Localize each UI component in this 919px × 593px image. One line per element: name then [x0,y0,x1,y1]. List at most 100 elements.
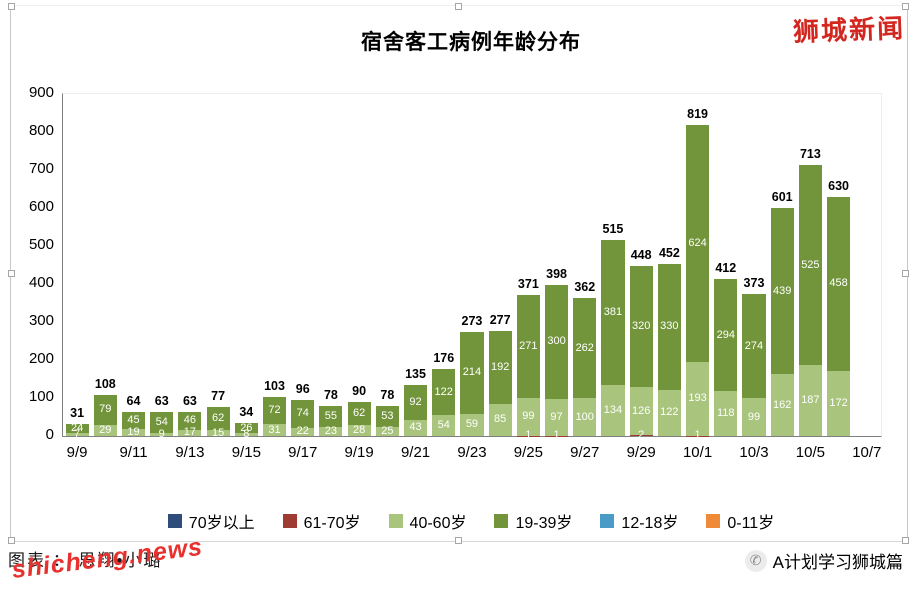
selection-handle-icon [8,537,15,544]
segment-19-39岁: 271 [516,295,540,399]
segment-19-39岁: 294 [714,279,738,392]
x-tick-label: 9/23 [457,444,487,461]
legend-swatch-icon [167,514,182,528]
segment-19-39岁: 45 [121,411,146,429]
selection-handle-icon [8,270,15,277]
segment-19-39岁: 74 [291,399,315,428]
segment-40-60岁: 23 [319,426,343,437]
segment-40-60岁: 7 [65,429,89,440]
stacked-bar-9/18: 23 55 [319,406,343,437]
segment-19-39岁: 24 [65,422,89,435]
category-slot: 15 62 77 [204,94,232,438]
legend-swatch-icon [282,514,297,528]
bar-total-label: 64 [126,393,141,408]
bar-total-label: 362 [574,280,596,295]
legend-item: 40-60岁 [388,509,466,533]
stacked-bar-9/14: 15 62 [206,406,230,438]
bar-total-label: 31 [70,406,85,421]
stacked-bar-9/17: 22 74 [291,399,315,438]
x-tick-label: 9/11 [119,444,148,461]
segment-19-39岁: 330 [657,264,681,390]
stacked-bar-9/26: 1 97 300 [544,284,569,441]
segment-value-label: 381 [603,306,623,319]
segment-40-60岁: 28 [347,425,371,436]
segment-value-label: 99 [747,410,761,423]
x-tick-label: 10/7 [852,444,882,461]
segment-40-60岁: 134 [601,385,625,436]
segment-40-60岁: 126 [629,387,653,436]
segment-value-label: 54 [437,419,450,432]
category-slot: 28 62 90 9/19 [345,94,374,461]
segment-40-60岁: 25 [375,425,399,436]
category-slot: 172 458 630 [824,94,852,436]
stacked-bar-9/20: 25 53 [375,406,399,436]
selection-handle-icon [902,537,909,544]
segment-40-60岁: 29 [93,424,117,436]
bar-total-label: 630 [828,178,850,193]
legend-swatch-icon [494,514,509,528]
x-tick-label: 9/17 [288,444,318,461]
stacked-bar-9/12: 9 54 [150,412,174,439]
category-slot: 162 439 601 [768,94,796,436]
bars-container: 7 24 31 9/9 29 79 108 19 45 64 9/11 9 54 63 17 46 63 9/13… [63,94,881,461]
segment-value-label: 525 [801,258,820,271]
bar-total-label: 398 [546,266,567,281]
category-slot: 31 72 103 [260,94,288,436]
x-tick-label: 9/19 [344,444,374,461]
segment-19-39岁: 381 [601,240,625,386]
segment-value-label: 24 [70,422,84,435]
segment-value-label: 1 [553,429,560,442]
bar-total-label: 448 [630,247,652,262]
segment-value-label: 22 [296,425,309,438]
stacked-bar-9/21: 43 92 [403,384,428,436]
segment-40-60岁: 9 [150,428,174,439]
category-slot: 8 26 34 9/15 [232,94,261,461]
category-slot: 187 525 713 10/5 [796,94,825,461]
segment-40-60岁: 187 [798,364,822,436]
segment-value-label: 55 [324,410,338,423]
segment-19-39岁: 624 [686,125,710,363]
segment-40-60岁: 59 [460,413,484,436]
category-slot: 22 74 96 9/17 [288,94,317,461]
segment-value-label: 59 [465,418,479,431]
stacked-bar-9/13: 17 46 [178,412,202,439]
segment-40-60岁: 85 [488,403,512,436]
stacked-bar-9/27: 100 262 [573,298,597,436]
segment-19-39岁: 122 [432,369,456,416]
bar-total-label: 373 [743,276,765,291]
stacked-bar-10/1: 1 193 624 [686,125,710,441]
category-slot: 1 99 271 371 9/25 [514,94,543,461]
selection-handle-icon [902,270,909,277]
segment-19-39岁: 72 [262,396,287,425]
chart-credit: 图表 ： 思翔•小璐 [8,551,163,570]
segment-19-39岁: 54 [150,412,174,433]
bar-total-label: 34 [239,405,254,420]
segment-value-label: 79 [99,403,112,416]
segment-value-label: 271 [519,340,538,353]
segment-19-39岁: 79 [93,394,117,425]
category-slot: 29 79 108 [91,94,119,436]
stacked-bar-9/29: 2 126 320 [629,265,653,441]
segment-19-39岁: 320 [629,265,653,388]
segment-value-label: 62 [211,412,225,425]
segment-value-label: 320 [631,320,651,333]
segment-value-label: 100 [575,410,594,423]
bar-total-label: 78 [323,388,338,403]
segment-19-39岁: 192 [488,330,512,404]
segment-40-60岁: 97 [544,398,569,436]
segment-40-60岁: 43 [403,419,428,436]
segment-value-label: 9 [158,427,165,440]
chart-legend: 70岁以上 61-70岁 40-60岁 19-39岁 12-18岁 0-11岁 [62,509,880,533]
category-slot: 59 214 273 9/23 [457,94,486,461]
legend-label: 70岁以上 [188,515,255,532]
category-slot: 17 46 63 9/13 [175,94,204,461]
segment-40-60岁: 22 [291,425,315,438]
segment-61-70岁: 2 [629,430,653,441]
segment-value-label: 46 [183,414,197,427]
category-slot: 7 24 31 9/9 [63,94,91,461]
segment-value-label: 17 [183,426,197,439]
category-slot: 43 92 135 9/21 [401,94,430,461]
stacked-bar-9/10: 29 79 [93,394,117,436]
segment-19-39岁: 46 [178,412,202,430]
